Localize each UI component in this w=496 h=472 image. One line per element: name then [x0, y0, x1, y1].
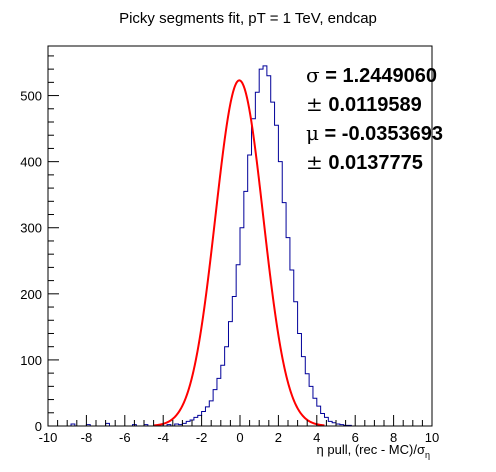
y-axis: 0 100 200 300 400 500 — [20, 55, 59, 434]
fit-stat-line: ± 0.0119589 — [306, 92, 422, 116]
y-tick-label: 100 — [20, 353, 42, 368]
fit-stat-symbol: ± — [306, 92, 323, 116]
fit-stat-symbol: σ — [306, 63, 320, 87]
histogram-line — [48, 65, 432, 427]
fit-stat-symbol: ± — [306, 150, 323, 174]
y-tick-label: 0 — [35, 419, 42, 434]
fit-stat-value: 0.0119589 — [323, 94, 422, 116]
x-axis-label-text: η pull, (rec - MC)/σ — [317, 442, 425, 457]
fit-stat-value: 0.0137775 — [323, 152, 423, 174]
chart-title: Picky segments fit, pT = 1 TeV, endcap — [119, 10, 377, 27]
fit-stat-value: = 1.2449060 — [320, 65, 437, 87]
fit-stat-line: σ = 1.2449060 — [306, 63, 437, 87]
x-tick-label: 0 — [236, 430, 243, 445]
fit-stat-value: = -0.0353693 — [319, 123, 443, 145]
x-tick-label: 4 — [313, 430, 320, 445]
x-axis-label-subscript: η — [425, 450, 430, 460]
gaussian-fit-curve — [153, 79, 325, 427]
x-tick-label: 8 — [390, 430, 397, 445]
y-tick-label: 200 — [20, 287, 42, 302]
x-tick-label: -2 — [196, 430, 208, 445]
x-axis-label: η pull, (rec - MC)/ση — [317, 442, 430, 460]
fit-stat-symbol: μ — [306, 121, 319, 145]
fit-stat-line: ± 0.0137775 — [306, 150, 423, 174]
y-tick-label: 500 — [20, 89, 42, 104]
y-tick-label: 300 — [20, 221, 42, 236]
y-tick-label: 400 — [20, 155, 42, 170]
x-tick-label: 10 — [425, 430, 439, 445]
x-tick-label: 2 — [275, 430, 282, 445]
fit-stat-line: μ = -0.0353693 — [306, 121, 443, 145]
x-tick-label: -4 — [157, 430, 169, 445]
x-tick-label: -10 — [39, 430, 58, 445]
x-tick-label: -6 — [119, 430, 131, 445]
x-tick-label: -8 — [81, 430, 93, 445]
x-tick-label: 6 — [352, 430, 359, 445]
x-axis: -10 -8 -6 -4 -2 0 2 4 6 8 10 — [39, 415, 439, 445]
